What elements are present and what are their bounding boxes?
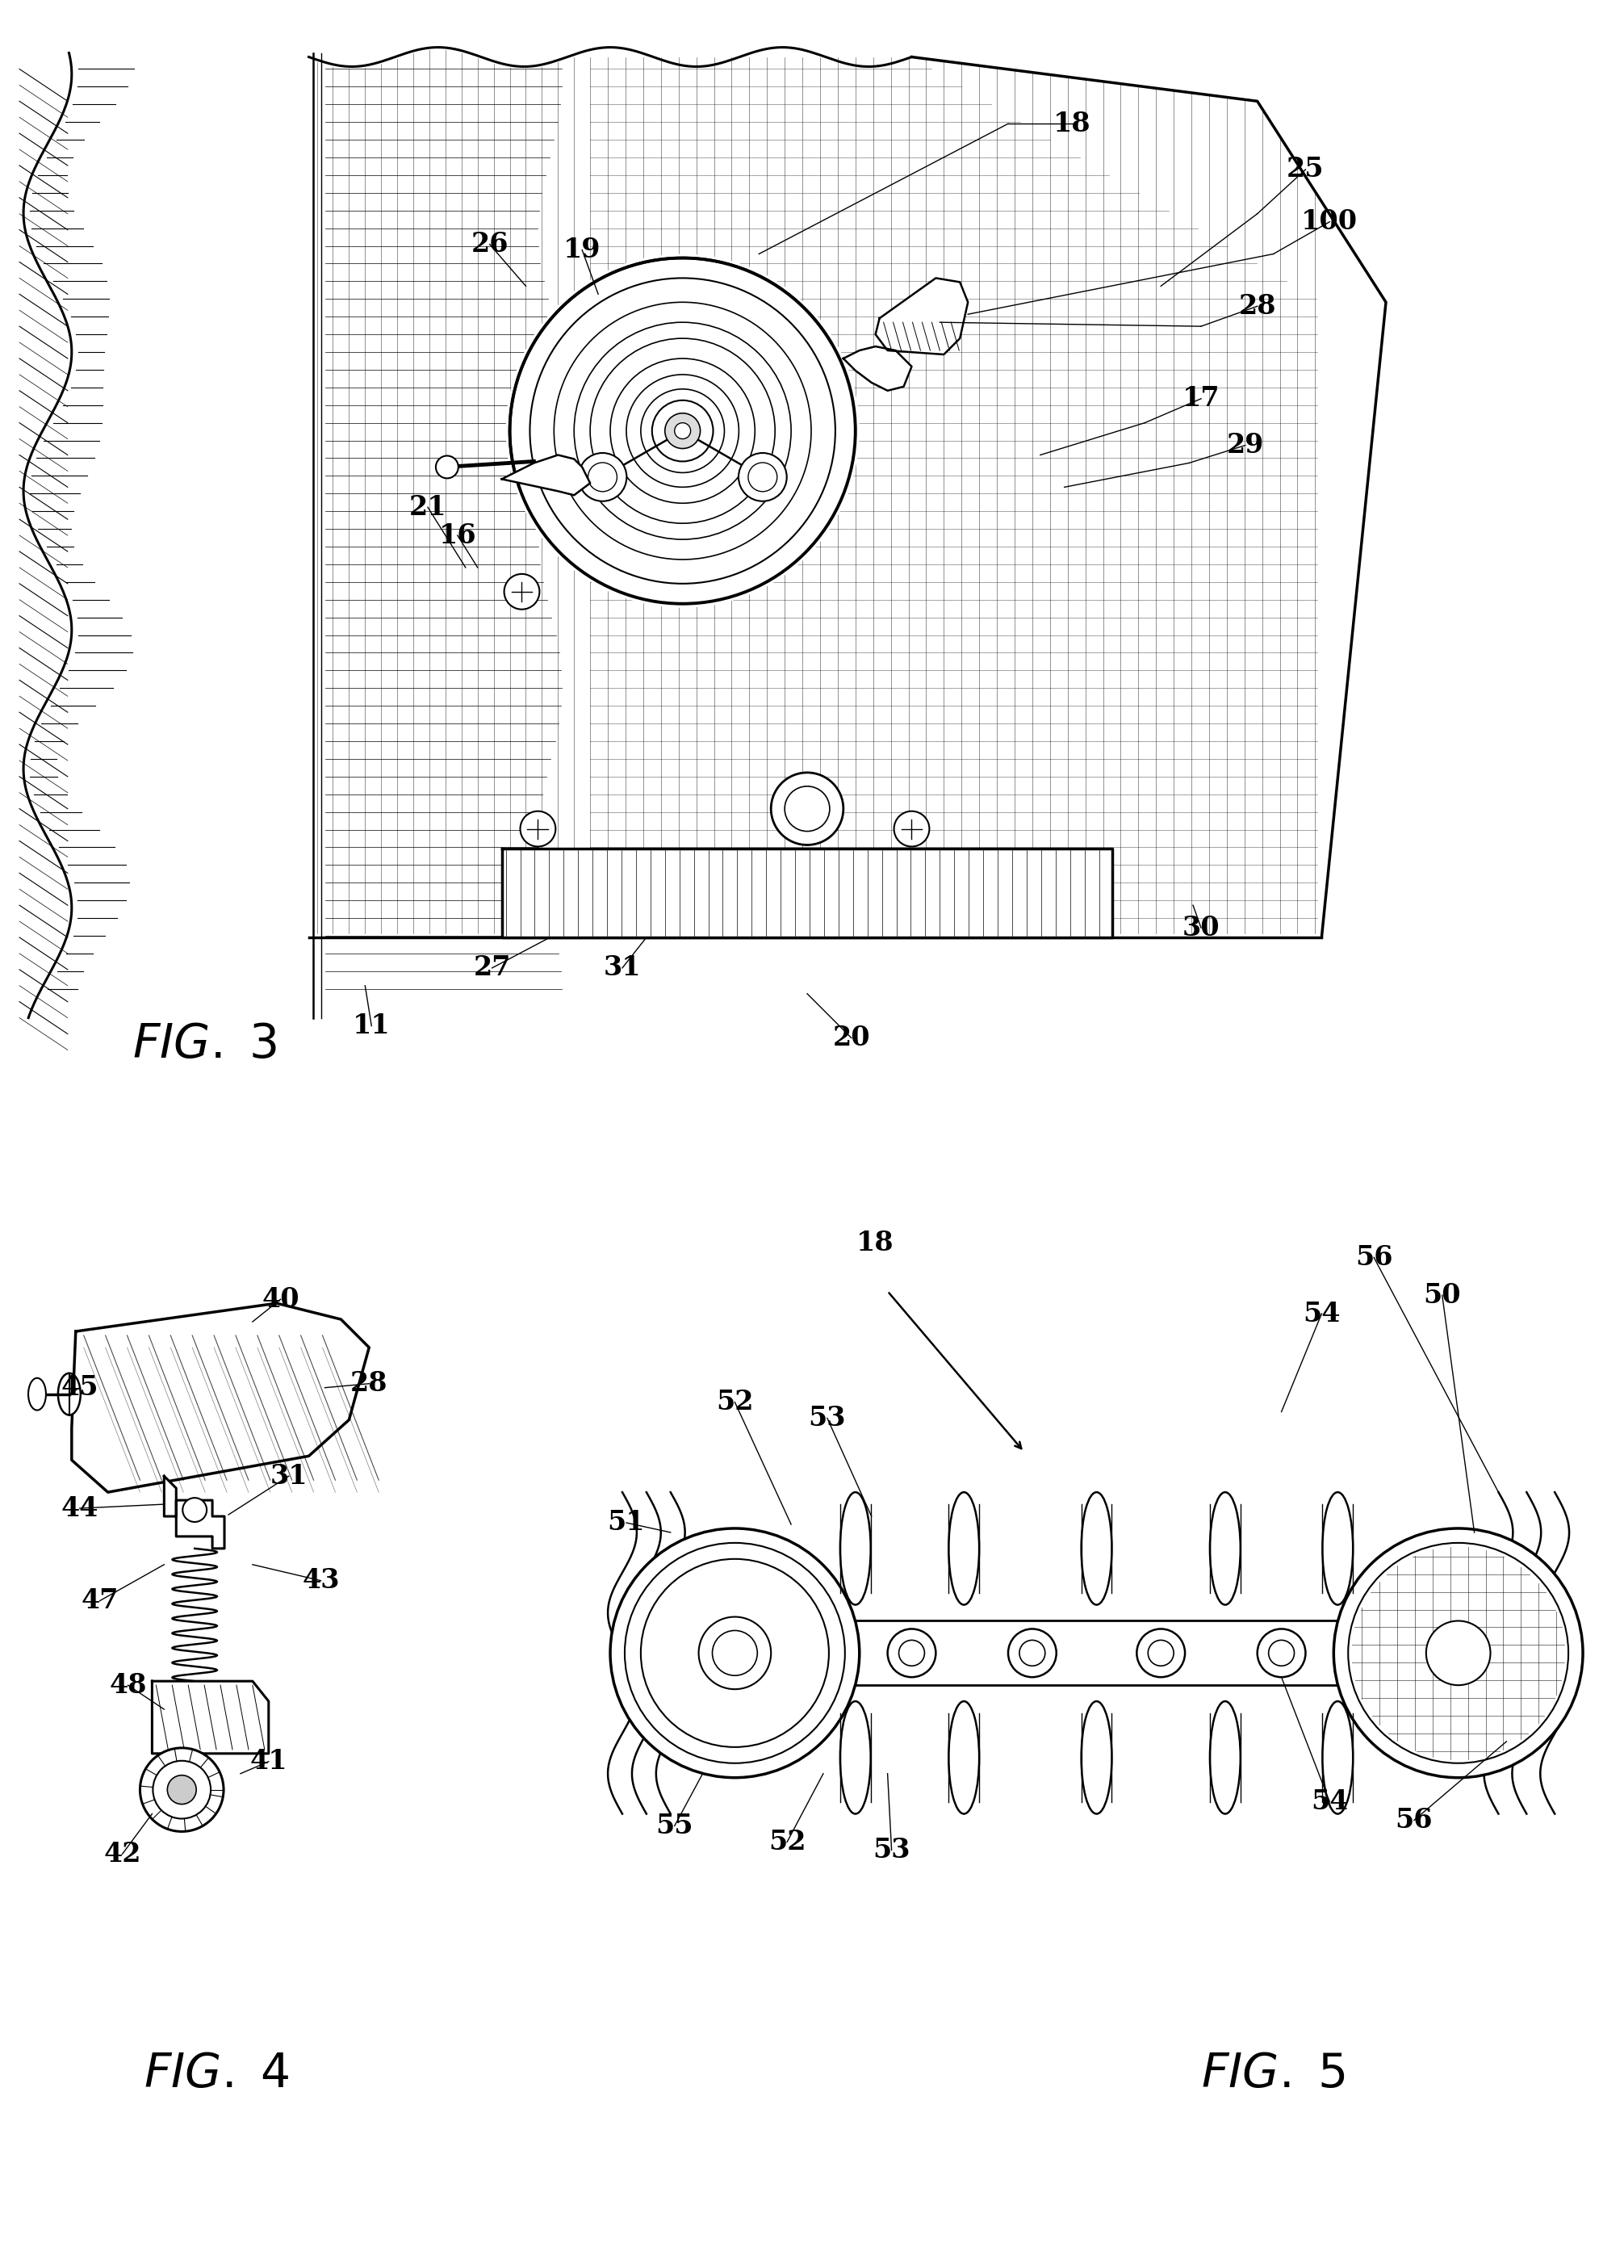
Text: 54: 54 [1302, 1300, 1340, 1327]
Text: 21: 21 [409, 494, 447, 522]
Polygon shape [875, 279, 968, 354]
Text: 41: 41 [250, 1749, 287, 1776]
Polygon shape [309, 48, 1385, 937]
Circle shape [771, 773, 843, 846]
Text: 56: 56 [1395, 1808, 1432, 1833]
Text: 27: 27 [473, 955, 512, 982]
Text: 44: 44 [62, 1495, 99, 1522]
Circle shape [611, 1529, 859, 1778]
Circle shape [1257, 1628, 1306, 1676]
Text: $\mathit{FIG.\ 5}$: $\mathit{FIG.\ 5}$ [1202, 2053, 1346, 2098]
Polygon shape [502, 456, 590, 494]
Circle shape [505, 254, 859, 608]
Ellipse shape [1322, 1701, 1353, 1814]
Text: 54: 54 [1311, 1789, 1348, 1814]
Circle shape [1137, 1628, 1186, 1676]
Circle shape [520, 812, 555, 846]
Text: 25: 25 [1286, 156, 1324, 184]
Polygon shape [164, 1476, 224, 1549]
Ellipse shape [948, 1492, 979, 1606]
Circle shape [435, 456, 458, 479]
Text: 55: 55 [656, 1812, 693, 1839]
Text: 42: 42 [104, 1842, 141, 1867]
Text: $\mathit{FIG.\ 3}$: $\mathit{FIG.\ 3}$ [132, 1023, 276, 1068]
Ellipse shape [1210, 1701, 1241, 1814]
Text: 20: 20 [833, 1025, 870, 1052]
Text: 52: 52 [716, 1388, 754, 1415]
Text: 28: 28 [1239, 293, 1276, 320]
Text: 43: 43 [302, 1567, 339, 1594]
Ellipse shape [1449, 1622, 1468, 1685]
Ellipse shape [1322, 1492, 1353, 1606]
Ellipse shape [948, 1701, 979, 1814]
Text: 26: 26 [471, 231, 508, 259]
Ellipse shape [724, 1622, 745, 1685]
Circle shape [578, 454, 627, 501]
Text: 47: 47 [81, 1588, 119, 1615]
Polygon shape [19, 52, 71, 1018]
Text: 16: 16 [438, 522, 476, 549]
Text: 53: 53 [809, 1404, 846, 1431]
Text: 100: 100 [1301, 209, 1358, 236]
Circle shape [664, 413, 700, 449]
Circle shape [739, 454, 786, 501]
Text: 31: 31 [270, 1463, 307, 1490]
Ellipse shape [58, 1372, 81, 1415]
Circle shape [893, 812, 929, 846]
Circle shape [182, 1497, 206, 1522]
Circle shape [674, 422, 690, 440]
Circle shape [888, 1628, 935, 1676]
Circle shape [167, 1776, 197, 1803]
Ellipse shape [1082, 1701, 1112, 1814]
Polygon shape [843, 347, 911, 390]
Circle shape [1009, 1628, 1056, 1676]
Circle shape [1426, 1622, 1491, 1685]
Text: 51: 51 [607, 1510, 645, 1535]
Text: 19: 19 [564, 236, 601, 263]
Text: 30: 30 [1182, 914, 1220, 941]
Text: 18: 18 [857, 1229, 895, 1256]
Circle shape [641, 1558, 828, 1746]
Circle shape [140, 1749, 224, 1833]
Circle shape [698, 1617, 771, 1690]
Text: 45: 45 [62, 1374, 99, 1402]
Polygon shape [71, 1304, 369, 1492]
Circle shape [1333, 1529, 1583, 1778]
Text: 53: 53 [872, 1837, 911, 1864]
Text: 40: 40 [261, 1286, 299, 1313]
Text: 56: 56 [1354, 1245, 1393, 1270]
Text: 48: 48 [109, 1672, 146, 1699]
Ellipse shape [1082, 1492, 1112, 1606]
Text: 52: 52 [768, 1828, 806, 1855]
Polygon shape [153, 1681, 268, 1753]
Circle shape [503, 574, 539, 610]
Ellipse shape [840, 1701, 870, 1814]
Text: 17: 17 [1182, 386, 1220, 413]
Circle shape [653, 399, 713, 460]
Ellipse shape [28, 1379, 45, 1411]
Text: $\mathit{FIG.\ 4}$: $\mathit{FIG.\ 4}$ [145, 2053, 291, 2098]
Text: 31: 31 [604, 955, 641, 982]
Text: 11: 11 [352, 1012, 390, 1039]
Ellipse shape [1210, 1492, 1241, 1606]
Text: 28: 28 [351, 1370, 388, 1397]
Text: 50: 50 [1423, 1281, 1462, 1309]
Text: 18: 18 [1054, 111, 1091, 136]
Ellipse shape [840, 1492, 870, 1606]
Polygon shape [502, 848, 1112, 937]
Text: 29: 29 [1226, 431, 1263, 458]
